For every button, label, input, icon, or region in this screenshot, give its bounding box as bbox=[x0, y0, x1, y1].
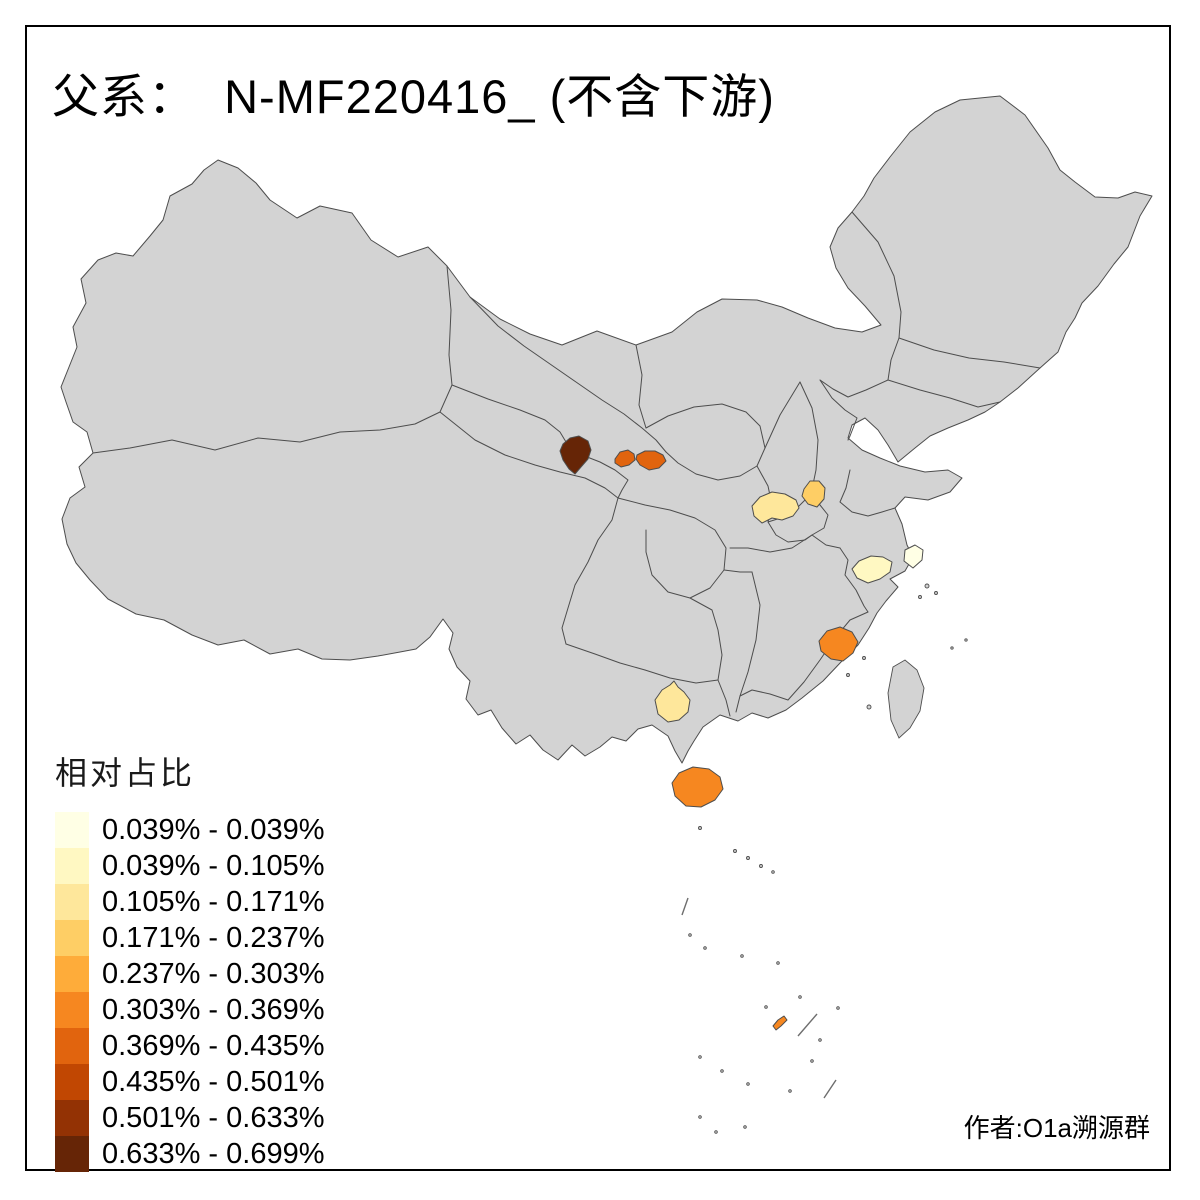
legend-label: 0.435% - 0.501% bbox=[102, 1065, 325, 1098]
sea-boundary-dash bbox=[823, 1079, 837, 1099]
islands bbox=[681, 583, 968, 1134]
region-orange-hainan bbox=[671, 766, 724, 808]
legend-swatch bbox=[55, 956, 89, 992]
region-cream-jiangsu bbox=[851, 555, 893, 584]
legend-label: 0.039% - 0.039% bbox=[102, 813, 325, 846]
sea-boundary-dash bbox=[681, 897, 689, 916]
legend-swatch bbox=[55, 992, 89, 1028]
legend-label: 0.303% - 0.369% bbox=[102, 993, 325, 1026]
legend-label: 0.039% - 0.105% bbox=[102, 849, 325, 882]
region-orange-gansu-west bbox=[614, 449, 636, 468]
legend-swatch bbox=[55, 1100, 89, 1136]
legend-title: 相对占比 bbox=[55, 755, 196, 791]
legend-item: 0.369% - 0.435% bbox=[55, 1028, 324, 1064]
region-orange-gansu-east bbox=[635, 450, 667, 471]
legend-item: 0.303% - 0.369% bbox=[55, 992, 324, 1028]
legend-item: 0.501% - 0.633% bbox=[55, 1100, 324, 1136]
legend-item: 0.171% - 0.237% bbox=[55, 920, 324, 956]
legend-item: 0.039% - 0.105% bbox=[55, 848, 324, 884]
china-outline bbox=[60, 95, 1153, 764]
legend-swatch bbox=[55, 920, 89, 956]
legend-label: 0.105% - 0.171% bbox=[102, 885, 325, 918]
region-gold-henan-east bbox=[801, 480, 826, 508]
region-orange-fujian bbox=[818, 626, 859, 662]
legend-swatch bbox=[55, 884, 89, 920]
legend-item: 0.237% - 0.303% bbox=[55, 956, 324, 992]
region-darkbrown-gansu-qinghai bbox=[559, 435, 592, 475]
legend-label: 0.171% - 0.237% bbox=[102, 921, 325, 954]
taiwan-island bbox=[887, 659, 925, 739]
region-orange-sea-islet bbox=[772, 1015, 788, 1031]
legend-item: 0.105% - 0.171% bbox=[55, 884, 324, 920]
legend-label: 0.237% - 0.303% bbox=[102, 957, 325, 990]
legend-swatch bbox=[55, 1028, 89, 1064]
legend-item: 0.039% - 0.039% bbox=[55, 812, 324, 848]
legend-item: 0.633% - 0.699% bbox=[55, 1136, 324, 1172]
legend-label: 0.633% - 0.699% bbox=[102, 1137, 325, 1170]
legend-swatch bbox=[55, 848, 89, 884]
mainland bbox=[60, 95, 1153, 764]
plot-title: 父系： N-MF220416_ (不含下游) bbox=[52, 70, 775, 123]
author-caption: 作者:O1a溯源群 bbox=[963, 1113, 1150, 1143]
region-paleyellow-yunnan bbox=[654, 680, 691, 723]
legend: 相对占比 0.039% - 0.039% 0.039% - 0.105% 0.1… bbox=[55, 748, 324, 1172]
sea-boundary-dash bbox=[797, 1013, 818, 1037]
legend-label: 0.501% - 0.633% bbox=[102, 1101, 325, 1134]
region-white-shanghai bbox=[903, 544, 924, 569]
choropleth-regions bbox=[559, 435, 924, 1031]
region-paleyellow-henan-west bbox=[751, 491, 800, 524]
legend-swatch bbox=[55, 812, 89, 848]
legend-item: 0.435% - 0.501% bbox=[55, 1064, 324, 1100]
legend-swatch bbox=[55, 1136, 89, 1172]
legend-swatch bbox=[55, 1064, 89, 1100]
legend-label: 0.369% - 0.435% bbox=[102, 1029, 325, 1062]
